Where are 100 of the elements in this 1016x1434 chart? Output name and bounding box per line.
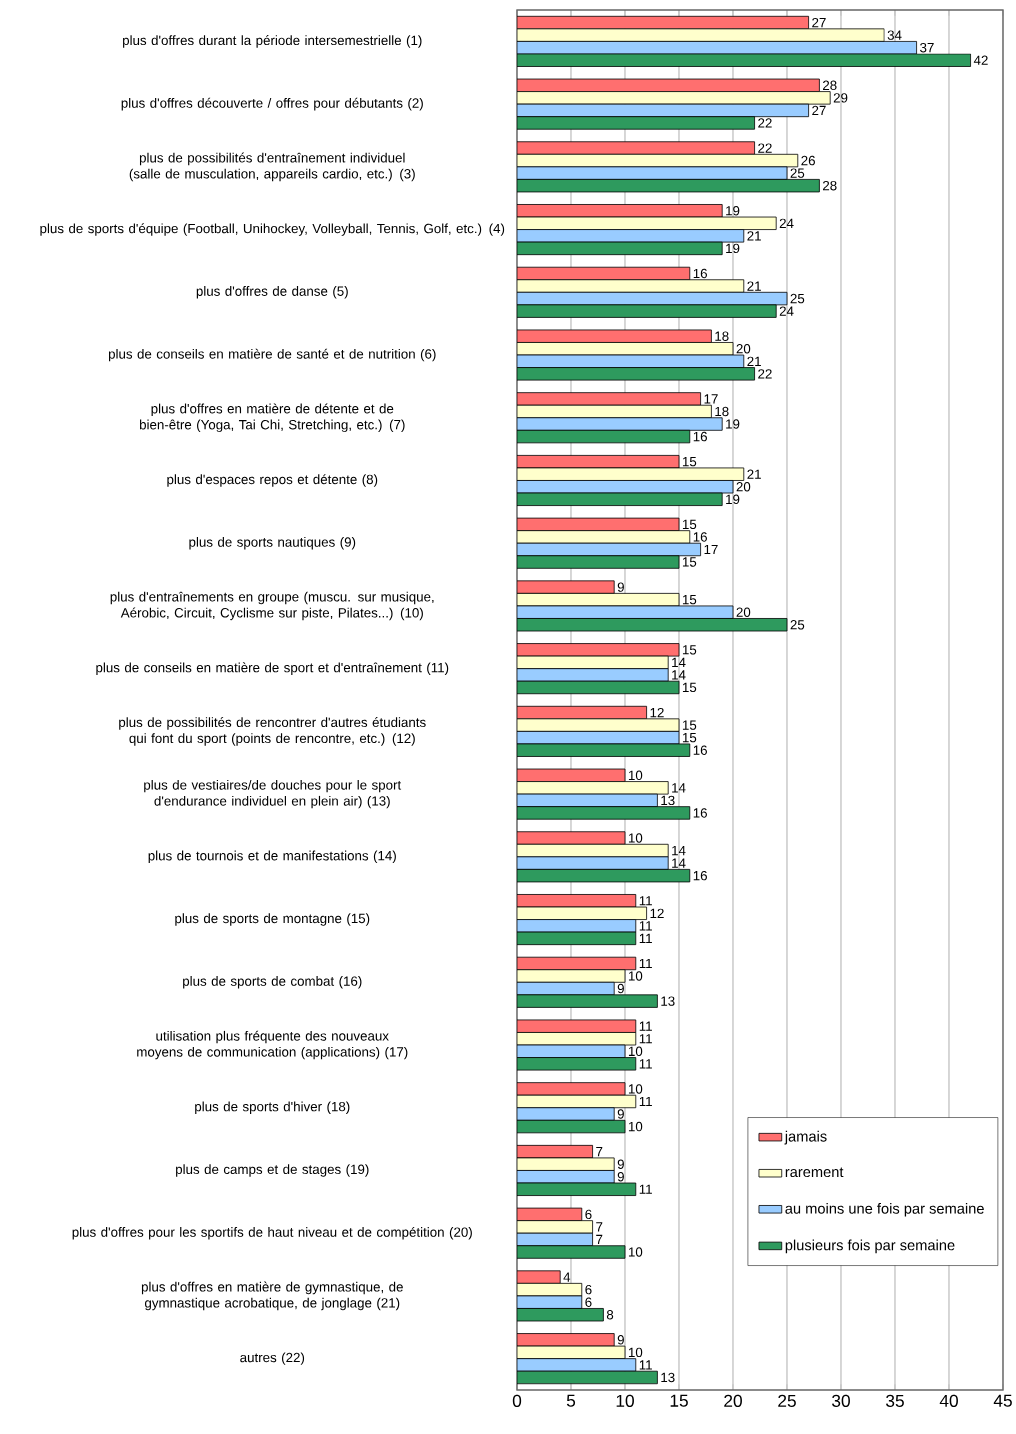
data-label: 9 xyxy=(617,983,624,994)
bar xyxy=(516,116,755,130)
data-label: 11 xyxy=(639,1034,652,1044)
bar xyxy=(516,806,691,820)
data-label: 19 xyxy=(726,243,740,254)
x-tick-label: 45 xyxy=(993,1394,1012,1407)
data-label: 17 xyxy=(704,544,718,555)
y-tick-label: plus de sports de montagne (15) xyxy=(175,913,370,926)
y-tick-label: plus de vestiaires/de douches pour le sport d'endurance individuel en plein air) (13) xyxy=(144,779,402,809)
x-tick-label: 20 xyxy=(724,1394,742,1407)
data-label: 20 xyxy=(736,344,751,354)
x-tick-label: 40 xyxy=(939,1394,958,1407)
y-tick-label: autres (22) xyxy=(240,1352,305,1365)
legend-label: plusieurs fois par semaine xyxy=(785,1239,955,1254)
bar xyxy=(516,555,680,569)
data-label: 4 xyxy=(563,1272,571,1282)
y-tick-label: plus d'espaces repos et détente (8) xyxy=(167,474,378,487)
data-label: 21 xyxy=(747,281,761,291)
data-label: 21 xyxy=(747,231,761,241)
y-tick-label: plus de sports nautiques (9) xyxy=(189,536,356,550)
data-label: 16 xyxy=(693,808,707,818)
y-tick-label: plus d'offres durant la période intersemestrielle (1) xyxy=(123,35,422,48)
data-label: 19 xyxy=(726,419,740,429)
data-label: 28 xyxy=(823,180,837,191)
data-label: 9 xyxy=(617,582,624,592)
x-tick-label: 25 xyxy=(778,1394,796,1407)
bar xyxy=(516,580,615,594)
x-tick-label: 15 xyxy=(670,1394,688,1407)
bar xyxy=(516,304,777,318)
data-label: 10 xyxy=(628,770,643,781)
y-tick-label: plus de tournois et de manifestations (14) xyxy=(148,850,396,864)
data-label: 15 xyxy=(682,733,697,743)
data-label: 11 xyxy=(639,933,652,943)
data-label: 15 xyxy=(682,720,697,730)
data-label: 16 xyxy=(693,870,707,881)
y-tick-label: plus d'offres de danse (5) xyxy=(196,286,348,299)
data-label: 7 xyxy=(596,1222,603,1232)
legend-label: au moins une fois par semaine xyxy=(785,1202,984,1217)
data-label: 28 xyxy=(823,80,837,91)
y-tick-label: plus d'entraînements en groupe (muscu. sur musique, Aérobic, Circuit, Cyclisme sur piste, Pilates...) (10) xyxy=(110,591,434,621)
data-label: 14 xyxy=(672,858,686,868)
data-label: 27 xyxy=(812,17,826,28)
data-label: 14 xyxy=(672,783,686,793)
data-label: 6 xyxy=(585,1209,592,1220)
data-label: 10 xyxy=(628,1046,643,1056)
data-label: 11 xyxy=(639,1096,652,1107)
x-tick-label: 0 xyxy=(512,1394,522,1407)
legend-label: rarement xyxy=(785,1167,844,1178)
bar xyxy=(516,417,723,431)
data-label: 15 xyxy=(682,682,697,693)
bar xyxy=(516,856,669,870)
data-label: 14 xyxy=(672,845,686,856)
data-label: 10 xyxy=(628,1347,643,1358)
data-label: 37 xyxy=(920,42,934,53)
data-label: 11 xyxy=(639,1184,652,1194)
data-label: 21 xyxy=(747,356,761,366)
y-tick-label: plus de sports d'équipe (Football, Unihockey, Volleyball, Tennis, Golf, etc.) (4) xyxy=(40,223,505,236)
data-label: 9 xyxy=(617,1159,624,1169)
data-label: 12 xyxy=(650,908,664,918)
data-label: 7 xyxy=(596,1147,603,1157)
data-label: 10 xyxy=(628,1247,643,1257)
data-label: 42 xyxy=(973,55,988,65)
data-label: 15 xyxy=(682,557,697,567)
bar xyxy=(516,1245,626,1259)
data-label: 25 xyxy=(790,620,805,630)
y-tick-label: plus de possibilités de rencontrer d'autres étudiants qui font du sport (points de rencontre, etc.) (12) xyxy=(119,717,426,746)
data-label: 6 xyxy=(585,1297,592,1307)
y-tick-label: plus d'offres en matière de gymnastique, de gymnastique acrobatique, de jonglage (21) xyxy=(141,1281,403,1311)
y-tick-label: plus de sports d'hiver (18) xyxy=(195,1101,350,1114)
data-label: 15 xyxy=(682,457,697,467)
x-tick-label: 5 xyxy=(566,1394,576,1407)
bar xyxy=(516,1270,561,1284)
data-label: 15 xyxy=(682,595,697,605)
bar xyxy=(516,1358,637,1372)
data-label: 9 xyxy=(617,1172,624,1182)
data-label: 27 xyxy=(812,105,826,116)
data-label: 15 xyxy=(682,645,697,655)
data-label: 11 xyxy=(639,1360,652,1370)
data-label: 12 xyxy=(650,707,664,718)
data-label: 9 xyxy=(617,1335,624,1345)
data-label: 25 xyxy=(790,168,805,178)
data-label: 13 xyxy=(661,996,675,1006)
data-label: 18 xyxy=(715,331,729,341)
data-label: 7 xyxy=(596,1234,603,1245)
data-label: 14 xyxy=(672,670,686,680)
data-label: 13 xyxy=(661,795,675,806)
data-label: 17 xyxy=(704,394,718,404)
data-label: 16 xyxy=(693,745,707,755)
y-tick-label: plus de conseils en matière de sport et d'entraînement (11) xyxy=(96,662,449,675)
y-tick-label: plus d'offres découverte / offres pour débutants (2) xyxy=(121,97,423,111)
data-label: 11 xyxy=(639,1059,652,1069)
y-tick-label: plus de camps et de stages (19) xyxy=(176,1164,369,1177)
bar xyxy=(516,1082,626,1096)
bar xyxy=(516,141,755,155)
data-label: 9 xyxy=(617,1109,624,1119)
x-tick-label: 35 xyxy=(886,1394,904,1407)
data-label: 19 xyxy=(726,494,740,505)
data-label: 16 xyxy=(693,532,707,542)
data-label: 18 xyxy=(715,406,729,417)
data-label: 34 xyxy=(887,30,902,40)
